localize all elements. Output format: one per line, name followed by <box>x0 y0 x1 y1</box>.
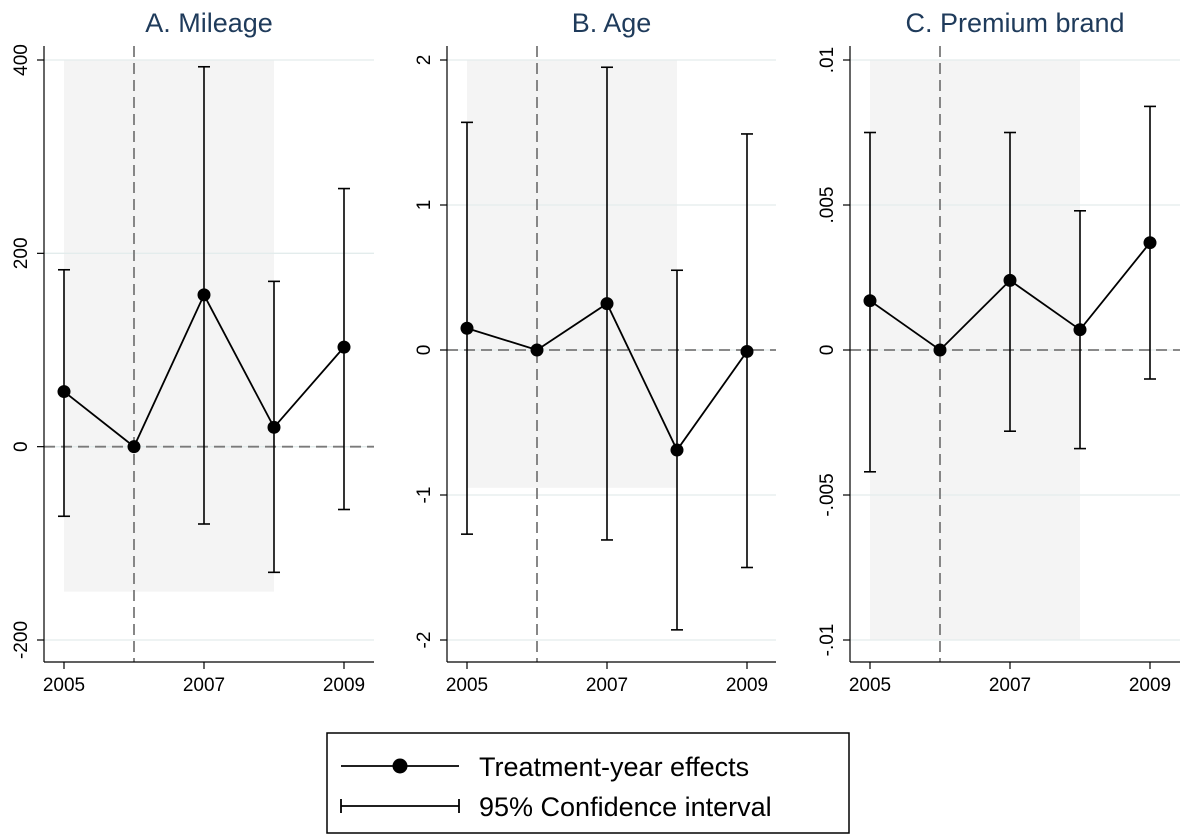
effect-point <box>460 321 474 335</box>
x-tick-label: 2007 <box>183 675 225 696</box>
panel-1: A. Mileage -200 0 200 400 2005 2007 2009 <box>11 8 374 696</box>
effect-point <box>337 340 351 354</box>
x-tick-label: 2007 <box>989 675 1031 696</box>
legend-box <box>326 732 850 834</box>
y-tick-label: 1 <box>414 200 435 211</box>
panel-title: A. Mileage <box>145 8 273 38</box>
x-tick-label: 2005 <box>849 675 891 696</box>
effect-point <box>863 294 877 308</box>
y-tick-label: -1 <box>414 487 435 504</box>
panel-2: B. Age -2 -1 0 1 2 2005 2007 2009 <box>414 8 776 696</box>
effect-point <box>740 344 754 358</box>
effect-point <box>197 288 211 302</box>
effect-point <box>127 440 141 454</box>
legend-ci-label: 95% Confidence interval <box>479 792 772 822</box>
y-tick-label: 400 <box>11 44 32 76</box>
x-tick-label: 2009 <box>726 675 768 696</box>
y-tick-label: 0 <box>817 345 838 356</box>
panel-3: C. Premium brand -.01 -.005 0 .005 .01 2005 200… <box>817 8 1180 696</box>
x-tick-label: 2009 <box>323 675 365 696</box>
effect-point <box>670 443 684 457</box>
x-tick-label: 2005 <box>43 675 85 696</box>
y-tick-label: .01 <box>817 47 838 73</box>
y-tick-label: .005 <box>817 187 838 224</box>
effect-point <box>600 297 614 311</box>
y-tick-label: 200 <box>11 237 32 269</box>
effect-point <box>1143 236 1157 250</box>
effect-point <box>1073 323 1087 337</box>
legend-effects-label: Treatment-year effects <box>479 752 749 782</box>
x-tick-label: 2005 <box>446 675 488 696</box>
effect-point <box>1003 273 1017 287</box>
panel-title: B. Age <box>572 8 652 38</box>
y-tick-label: -.01 <box>817 624 838 657</box>
effect-point <box>530 343 544 357</box>
shaded-region <box>467 60 677 488</box>
y-tick-label: -2 <box>414 632 435 649</box>
effect-point <box>267 420 281 434</box>
panel-title: C. Premium brand <box>905 8 1124 38</box>
y-tick-label: 0 <box>11 441 32 452</box>
y-tick-label: -200 <box>11 621 32 659</box>
effect-point <box>933 343 947 357</box>
x-tick-label: 2007 <box>586 675 628 696</box>
y-tick-label: 0 <box>414 345 435 356</box>
effect-point <box>57 385 71 399</box>
y-tick-label: 2 <box>414 55 435 66</box>
legend: Treatment-year effects 95% Confidence in… <box>326 732 850 834</box>
x-tick-label: 2009 <box>1129 675 1171 696</box>
shaded-region <box>64 60 274 592</box>
legend-effects-marker <box>392 758 408 774</box>
y-tick-label: -.005 <box>817 473 838 516</box>
